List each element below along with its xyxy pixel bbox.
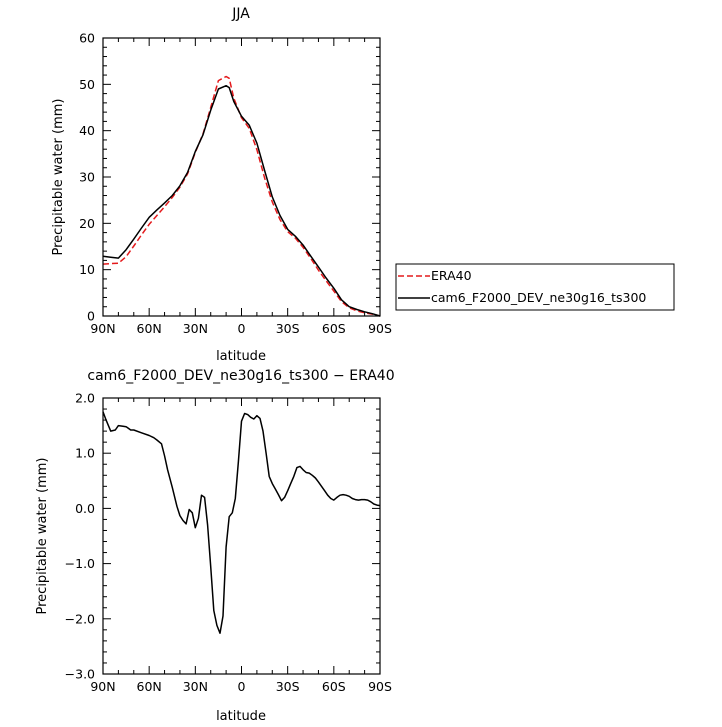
top-chart-xlabel: latitude: [216, 349, 266, 364]
top-chart-ytick-label: 50: [79, 77, 95, 92]
legend-label-era40: ERA40: [431, 268, 472, 283]
bottom-chart-series: [102, 411, 381, 634]
top-chart-xtick-label: 30N: [183, 321, 208, 336]
bottom-chart-ytick-label: 1.0: [75, 446, 95, 461]
legend: ERA40 cam6_F2000_DEV_ne30g16_ts300: [395, 263, 675, 311]
legend-label-cam6: cam6_F2000_DEV_ne30g16_ts300: [431, 290, 646, 305]
bottom-chart-xtick-label: 60N: [137, 679, 162, 694]
top-chart-xtick-label: 90S: [368, 321, 392, 336]
bottom-chart-xtick-label: 30N: [183, 679, 208, 694]
top-chart-xtick-label: 0: [238, 321, 246, 336]
top-chart-series-line-0: [102, 75, 381, 317]
top-chart-xtick-label: 90N: [90, 321, 115, 336]
bottom-chart-xlabel: latitude: [216, 709, 266, 724]
bottom-chart-ytick-label: 0.0: [75, 501, 95, 516]
top-chart: JJA 90N 60N 30N 0 30S 60S 90S 0 10 20 30 40 50 60 lat…: [51, 6, 392, 364]
top-chart-axes: 90N 60N 30N 0 30S 60S 90S 0 10 20 30 40 50 60: [79, 31, 392, 337]
bottom-chart-title: cam6_F2000_DEV_ne30g16_ts300 − ERA40: [87, 368, 394, 384]
top-chart-series: [102, 75, 381, 317]
bottom-chart-xtick-label: 90S: [368, 679, 392, 694]
top-chart-ytick-label: 20: [79, 216, 95, 231]
top-chart-ytick-label: 10: [79, 262, 95, 277]
top-chart-ytick-label: 30: [79, 170, 95, 185]
bottom-chart-xtick-label: 60S: [322, 679, 346, 694]
top-chart-frame: [102, 37, 381, 317]
bottom-chart-series-line-0: [102, 411, 381, 634]
bottom-chart-ytick-label: −1.0: [65, 556, 95, 571]
top-chart-xtick-label: 60N: [137, 321, 162, 336]
bottom-chart-ytick-label: −3.0: [65, 667, 95, 682]
top-chart-ylabel: Precipitable water (mm): [51, 99, 66, 256]
bottom-chart-xtick-label: 30S: [276, 679, 300, 694]
top-chart-xtick-label: 30S: [276, 321, 300, 336]
top-chart-title: JJA: [231, 6, 250, 22]
top-chart-ytick-label: 40: [79, 123, 95, 138]
bottom-chart-ytick-label: −2.0: [65, 611, 95, 626]
legend-box: [395, 263, 675, 311]
bottom-chart-xtick-label: 90N: [90, 679, 115, 694]
bottom-chart-ylabel: Precipitable water (mm): [35, 458, 50, 615]
bottom-chart-axes: 90N 60N 30N 0 30S 60S 90S −3.0 −2.0 −1.0 0.0 1.0 2.0: [65, 391, 392, 695]
top-chart-ytick-label: 60: [79, 31, 95, 46]
bottom-chart-frame: [102, 397, 381, 675]
top-chart-series-line-1: [102, 84, 381, 317]
top-chart-ytick-label: 0: [87, 309, 95, 324]
top-chart-xtick-label: 60S: [322, 321, 346, 336]
bottom-chart-xtick-label: 0: [238, 679, 246, 694]
bottom-chart: cam6_F2000_DEV_ne30g16_ts300 − ERA40 90N…: [35, 368, 395, 724]
bottom-chart-ytick-label: 2.0: [75, 391, 95, 406]
